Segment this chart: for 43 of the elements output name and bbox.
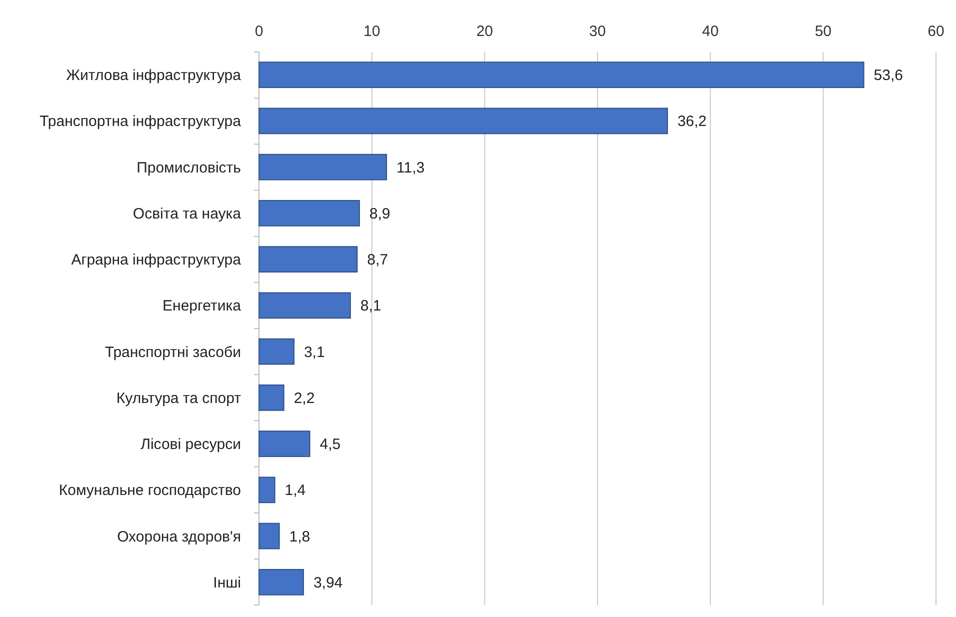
y-tick-label: Комунальне господарство bbox=[58, 482, 241, 500]
x-tick-label: 20 bbox=[476, 23, 494, 40]
data-label: 36,2 bbox=[677, 113, 707, 130]
bar bbox=[258, 292, 351, 319]
y-tick-label: Житлова інфраструктура bbox=[66, 67, 242, 84]
data-label: 1,4 bbox=[284, 482, 306, 500]
bar bbox=[258, 568, 304, 596]
y-tick-label: Освіта та наука bbox=[132, 205, 242, 222]
data-label: 8,7 bbox=[367, 252, 388, 269]
x-tick-label: 50 bbox=[814, 23, 832, 40]
bar bbox=[258, 108, 668, 134]
data-label: 53,6 bbox=[874, 67, 903, 84]
y-tick-label: Лісові ресурси bbox=[140, 436, 241, 454]
data-label: 3,1 bbox=[304, 344, 325, 361]
x-tick-label: 10 bbox=[363, 23, 380, 40]
y-tick-label: Енергетика bbox=[162, 298, 242, 315]
x-tick-label: 30 bbox=[589, 23, 606, 40]
y-tick-label: Транспортні засоби bbox=[104, 344, 241, 361]
data-label: 2,2 bbox=[294, 390, 315, 407]
data-label: 1,8 bbox=[289, 528, 310, 546]
x-tick-label: 60 bbox=[928, 23, 944, 40]
bar bbox=[258, 154, 387, 180]
bar bbox=[258, 200, 360, 226]
bar bbox=[258, 384, 284, 411]
bar bbox=[258, 246, 358, 272]
y-tick-label: Транспортна інфраструктура bbox=[40, 113, 242, 130]
y-tick-label: Промисловість bbox=[136, 159, 242, 176]
bar bbox=[258, 430, 310, 457]
y-tick-label: Культура та спорт bbox=[116, 390, 242, 407]
data-label: 8,1 bbox=[360, 298, 382, 315]
x-tick-label: 40 bbox=[702, 23, 719, 40]
data-label: 3,94 bbox=[313, 574, 343, 592]
data-label: 8,9 bbox=[369, 205, 390, 222]
bar bbox=[258, 476, 276, 504]
bar bbox=[258, 338, 294, 365]
data-label: 11,3 bbox=[396, 159, 425, 176]
x-tick-label: 0 bbox=[254, 23, 264, 40]
data-label: 4,5 bbox=[320, 436, 341, 454]
y-tick-label: Аграрна інфраструктура bbox=[71, 252, 242, 269]
y-tick-label: Інші bbox=[213, 574, 241, 592]
bar bbox=[258, 62, 864, 88]
bar bbox=[258, 522, 280, 550]
y-tick-label: Охорона здоров'я bbox=[117, 528, 241, 546]
